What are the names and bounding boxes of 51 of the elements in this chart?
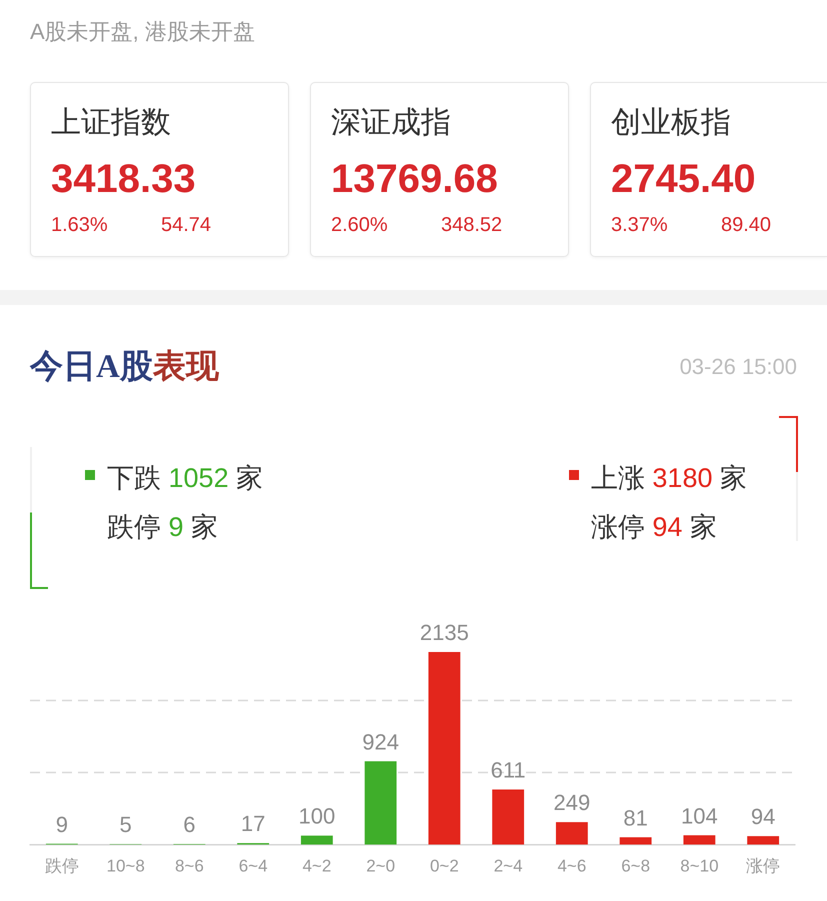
- bar: [364, 761, 397, 845]
- data-label: 81: [623, 805, 648, 830]
- data-label: 94: [750, 804, 776, 830]
- x-tick-label: 8~10: [680, 856, 719, 876]
- data-label: 6: [183, 812, 196, 838]
- x-tick-label: 8~6: [174, 856, 204, 876]
- text: 2745.40: [611, 157, 757, 201]
- text: 89.40: [721, 213, 772, 237]
- text: 1.63%: [51, 213, 109, 237]
- data-label: 9: [56, 812, 68, 837]
- data-label: 2135: [420, 620, 469, 646]
- text: 3.37%: [611, 213, 669, 237]
- text: 跌停 9 家: [107, 512, 218, 542]
- data-label: 249: [554, 790, 590, 816]
- chart-subtitle: 03-26 15:00: [680, 353, 797, 381]
- data-label: 5: [120, 812, 132, 838]
- bar: [747, 836, 780, 845]
- text: 54.74: [161, 213, 212, 237]
- bar: [428, 652, 460, 845]
- x-tick-label: 跌停: [44, 856, 79, 876]
- x-tick-label: 6~8: [621, 856, 650, 876]
- text: 上证指数: [51, 105, 172, 141]
- x-tick-label: 2~0: [366, 856, 396, 876]
- x-tick-label: 4~2: [302, 856, 332, 876]
- data-label: 924: [362, 729, 399, 754]
- x-tick-label: 涨停: [746, 856, 780, 876]
- data-label: 104: [681, 803, 718, 828]
- text: 13769.68: [331, 157, 499, 201]
- text: 2.60%: [331, 213, 389, 237]
- x-tick-label: 6~4: [238, 856, 268, 876]
- x-tick-label: 10~8: [106, 856, 145, 876]
- x-tick-label: 2~4: [494, 856, 523, 876]
- bar: [300, 836, 333, 845]
- bar: [620, 837, 652, 845]
- text: 348.52: [441, 213, 504, 237]
- text: 深证成指: [331, 105, 452, 141]
- data-label: 17: [240, 811, 266, 836]
- chart-title: 今日A股表现: [30, 349, 219, 385]
- text: 创业板指: [611, 105, 732, 141]
- text: 3418.33: [51, 157, 197, 201]
- legend-label: 下跌 1052 家: [107, 463, 264, 493]
- text: 涨停 94 家: [590, 512, 717, 542]
- bar: [492, 789, 524, 845]
- bar: [556, 822, 588, 845]
- legend-label: 上涨 3180 家: [590, 463, 747, 493]
- data-label: 611: [490, 758, 526, 783]
- x-tick-label: 4~6: [557, 856, 586, 876]
- data-label: 100: [298, 804, 336, 829]
- text: A股未开盘, 港股未开盘: [30, 18, 255, 46]
- x-tick-label: 0~2: [430, 856, 459, 876]
- bar: [683, 835, 716, 845]
